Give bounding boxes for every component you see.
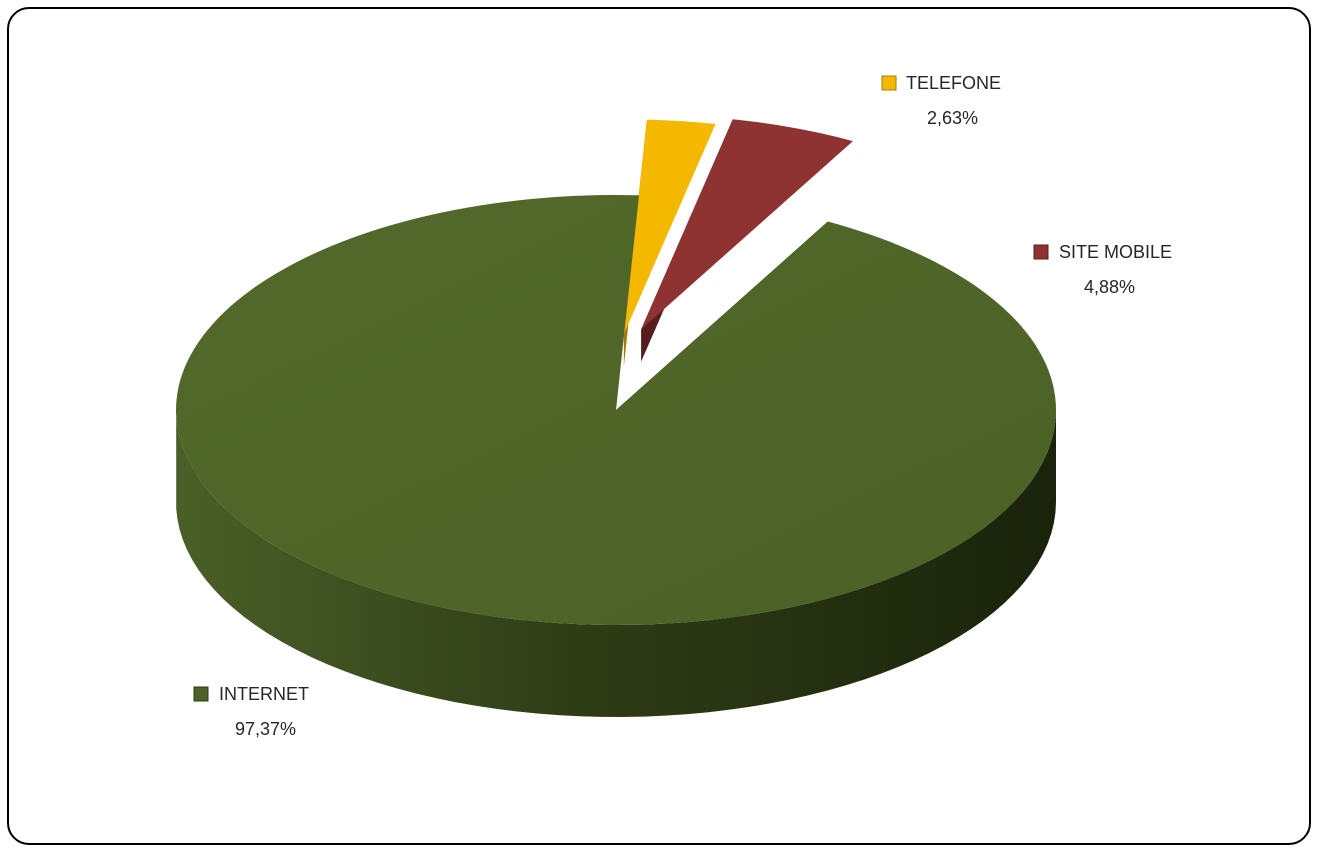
pie-slice-side [176,410,1056,717]
label-site-mobile: SITE MOBILE 4,88% [1033,242,1172,297]
pie-slice-site-mobile [641,119,853,330]
category-label-site-mobile: SITE MOBILE [1059,242,1172,262]
legend-swatch-site-mobile [1033,244,1049,260]
value-label-telefone: 2,63% [927,108,978,128]
legend-swatch-telefone [881,75,897,91]
category-label-telefone: TELEFONE [906,73,1001,93]
pie-slice-telefone [623,119,716,335]
legend-swatch-internet [193,686,209,702]
category-label-internet: INTERNET [219,684,309,704]
label-internet: INTERNET 97,37% [193,684,309,739]
value-label-internet: 97,37% [235,719,296,739]
value-label-site-mobile: 4,88% [1084,277,1135,297]
label-telefone: TELEFONE 2,63% [881,73,1001,128]
pie-slice-internet [175,194,1056,625]
